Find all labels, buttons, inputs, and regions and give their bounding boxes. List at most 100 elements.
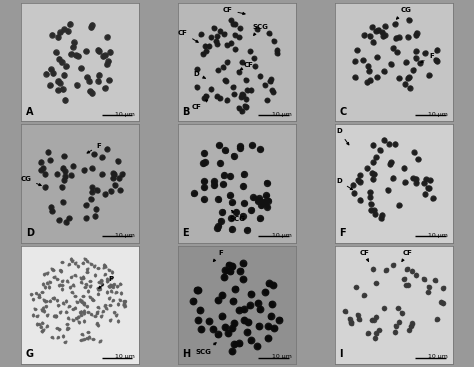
Point <box>101 85 109 91</box>
Point <box>225 262 233 268</box>
Point <box>433 57 440 63</box>
Point <box>221 268 229 273</box>
Point <box>235 34 243 40</box>
Point <box>440 284 447 290</box>
Point <box>87 23 95 29</box>
Point <box>94 320 101 326</box>
Point <box>242 97 249 102</box>
Point <box>264 323 272 329</box>
Point <box>195 308 203 314</box>
Point <box>33 313 41 319</box>
Point <box>425 185 433 191</box>
Point <box>35 294 43 300</box>
Point <box>237 143 245 149</box>
Point <box>225 193 233 199</box>
Point <box>214 224 222 229</box>
Point <box>354 284 361 290</box>
Point <box>359 57 367 63</box>
Point <box>439 285 447 291</box>
Point <box>262 193 269 199</box>
Point <box>77 309 84 315</box>
Point <box>421 176 429 182</box>
Point <box>48 334 56 340</box>
Point <box>246 302 254 308</box>
Point <box>412 175 419 181</box>
Point <box>251 64 259 70</box>
Point <box>228 262 236 268</box>
Point <box>49 335 57 341</box>
Point <box>353 284 360 290</box>
Point <box>402 179 410 185</box>
Point <box>211 37 219 43</box>
Point <box>53 297 61 302</box>
Point <box>55 57 63 62</box>
Point <box>420 276 428 282</box>
Point <box>243 103 251 109</box>
Point <box>64 29 72 35</box>
Point <box>405 85 412 91</box>
Point <box>112 290 119 296</box>
Point <box>118 291 125 297</box>
Point <box>54 87 62 92</box>
Point <box>369 141 376 147</box>
Point <box>242 105 250 110</box>
Point <box>62 97 69 102</box>
Point <box>360 33 368 39</box>
Point <box>82 201 90 207</box>
Point <box>402 282 410 288</box>
Point <box>230 83 237 89</box>
Point <box>203 48 211 54</box>
Point <box>65 22 73 28</box>
Point <box>71 272 79 278</box>
Point <box>65 326 73 331</box>
Point <box>47 204 55 210</box>
Point <box>213 38 220 44</box>
Point <box>377 29 385 35</box>
Point <box>220 275 228 281</box>
Point <box>113 289 121 295</box>
Point <box>389 175 397 181</box>
Point <box>115 300 122 306</box>
Point <box>100 53 108 59</box>
Point <box>103 34 111 40</box>
Point <box>205 318 212 324</box>
Point <box>86 278 94 284</box>
Point <box>94 308 101 314</box>
Point <box>374 331 381 337</box>
Point <box>402 267 410 273</box>
Point <box>238 107 246 113</box>
Point <box>230 153 237 159</box>
Point <box>412 271 420 277</box>
Point <box>107 302 114 308</box>
Point <box>31 306 39 312</box>
Point <box>38 308 46 314</box>
Point <box>390 45 397 51</box>
Point <box>77 275 85 281</box>
Point <box>72 52 80 58</box>
Point <box>49 72 57 77</box>
Point <box>83 214 91 220</box>
Point <box>255 196 262 201</box>
Point <box>94 291 102 297</box>
Point <box>351 58 358 64</box>
Point <box>391 21 399 27</box>
Point <box>29 312 37 318</box>
Point <box>46 283 53 289</box>
Point <box>66 215 74 221</box>
Point <box>243 104 250 110</box>
Point <box>217 159 224 165</box>
Point <box>380 33 388 39</box>
Point <box>53 87 61 92</box>
Point <box>55 87 63 92</box>
Point <box>38 327 46 333</box>
Point <box>61 26 68 32</box>
Point <box>432 317 440 323</box>
Point <box>69 282 77 288</box>
Point <box>84 329 91 335</box>
Point <box>265 78 273 84</box>
Point <box>423 290 431 295</box>
Point <box>245 319 252 325</box>
Point <box>246 319 253 325</box>
Point <box>394 203 401 209</box>
Point <box>60 177 67 182</box>
